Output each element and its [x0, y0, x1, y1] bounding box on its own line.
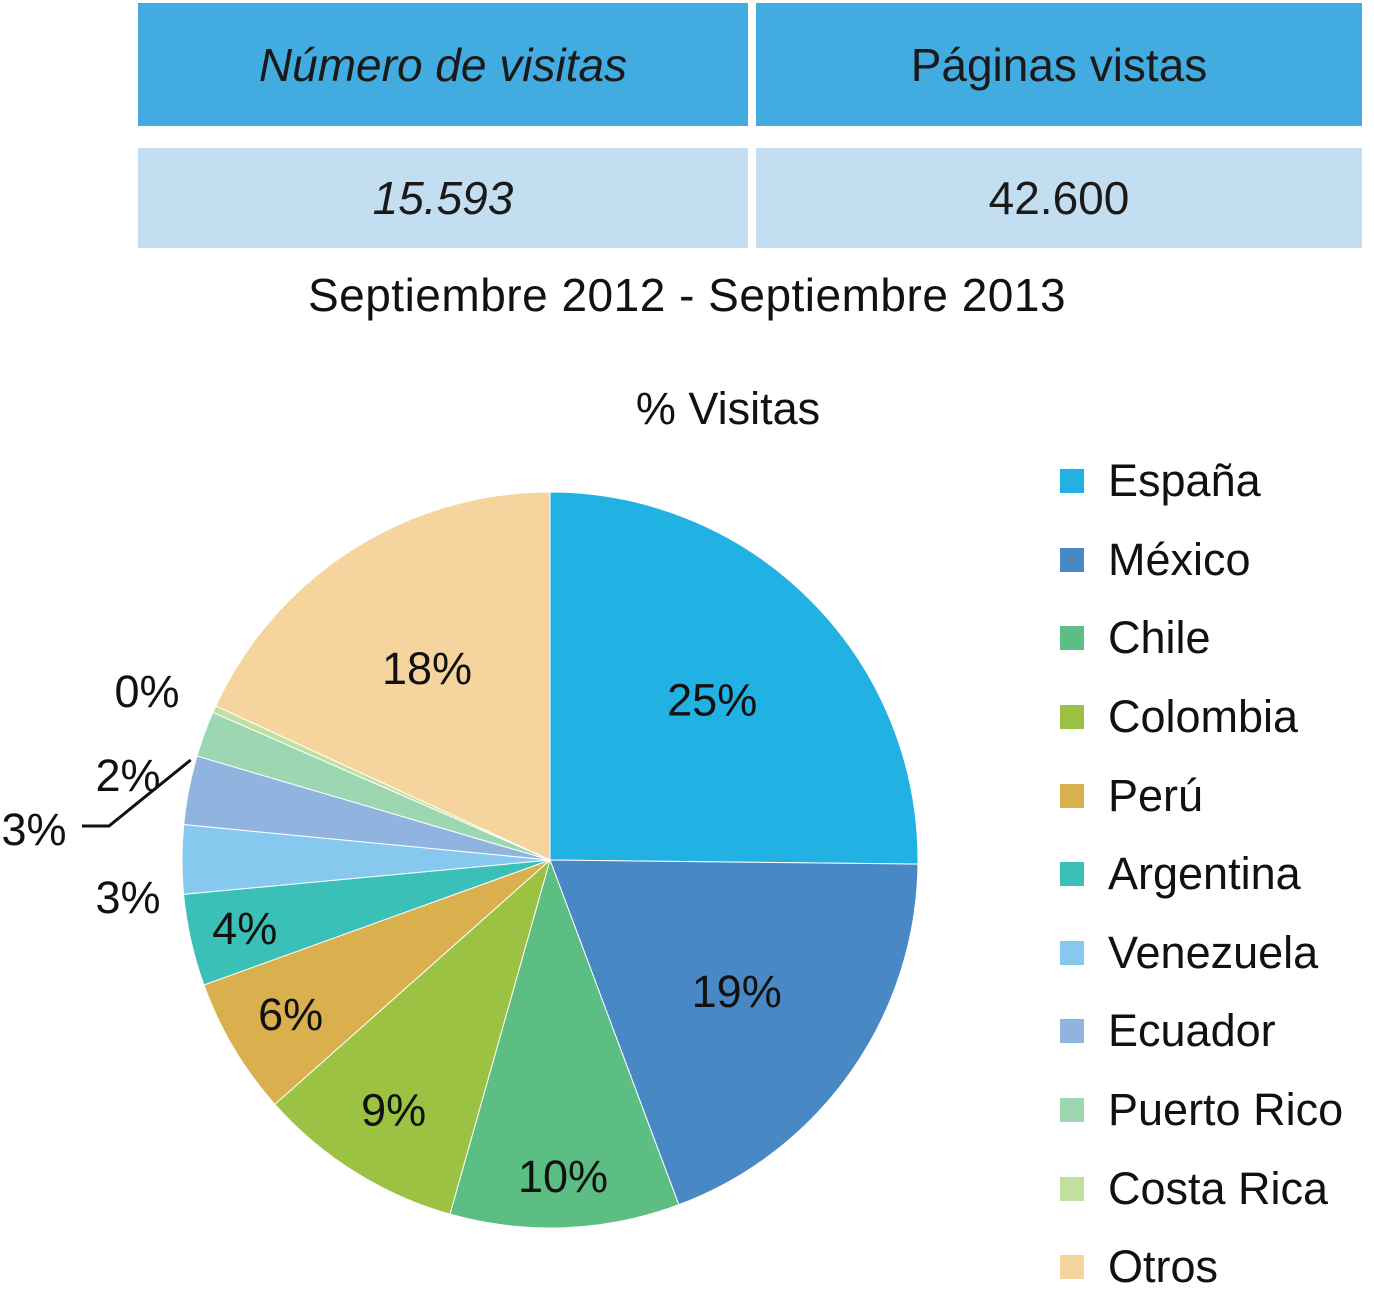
visits-value: 15.593 [372, 172, 514, 224]
slice-label-venezuela: 3% [95, 872, 160, 923]
legend-swatch [1060, 1098, 1084, 1123]
pageviews-value-cell: 42.600 [756, 148, 1362, 248]
legend-swatch [1060, 1176, 1084, 1201]
legend-swatch [1060, 940, 1084, 965]
legend-item-venezuela: Venezuela [1060, 914, 1370, 993]
pageviews-header-label: Páginas vistas [910, 38, 1208, 91]
legend-label: España [1108, 455, 1261, 507]
legend-swatch [1060, 469, 1084, 494]
slice-label-argentina: 4% [212, 903, 277, 954]
pageviews-header-cell: Páginas vistas [756, 3, 1362, 126]
period-label: Septiembre 2012 - Septiembre 2013 [307, 269, 1067, 321]
pie-slice-chile [449, 858, 680, 1229]
legend-label: Otros [1108, 1241, 1219, 1293]
legend-swatch [1060, 783, 1084, 808]
legend-swatch [1060, 626, 1084, 651]
legend-label: Ecuador [1108, 1005, 1276, 1057]
pie-slice-colombia [274, 858, 551, 1215]
legend-swatch [1060, 1255, 1084, 1280]
visits-value-cell: 15.593 [138, 148, 748, 248]
legend-item-argentina: Argentina [1060, 835, 1370, 914]
legend-item-costa-rica: Costa Rica [1060, 1149, 1370, 1228]
slice-label-mexico: 19% [692, 966, 782, 1017]
legend-label: Perú [1108, 769, 1204, 821]
leader-line-ecuador [82, 758, 192, 828]
legend-swatch [1060, 862, 1084, 887]
legend-item-puerto-rico: Puerto Rico [1060, 1071, 1370, 1150]
stats-table: Número de visitas Páginas vistas 15.593 … [138, 3, 1362, 248]
pie-slices [181, 491, 919, 1229]
legend-item-peru: Perú [1060, 756, 1370, 835]
legend-item-espana: España [1060, 442, 1370, 521]
chart-title: % Visitas [636, 383, 820, 434]
slice-label-costa-rica: 0% [114, 666, 179, 717]
legend-label: Chile [1108, 612, 1211, 664]
legend-label: Argentina [1108, 848, 1301, 900]
visits-header-cell: Número de visitas [138, 3, 748, 126]
legend-item-colombia: Colombia [1060, 678, 1370, 757]
pie-slice-otros [215, 491, 551, 861]
legend-item-mexico: México [1060, 521, 1370, 600]
pie-slice-espana [549, 491, 919, 865]
legend-label: México [1108, 533, 1251, 585]
slice-label-ecuador: 3% [1, 804, 66, 855]
slice-label-espana: 25% [667, 675, 757, 726]
pie-slice-peru [203, 859, 551, 1106]
slice-label-otros: 18% [382, 643, 472, 694]
slice-label-colombia: 9% [361, 1084, 426, 1135]
legend-label: Costa Rica [1108, 1162, 1329, 1214]
chart-legend: España México Chile Colombia Perú Argentina Ve… [1060, 442, 1370, 1307]
slice-label-chile: 10% [518, 1151, 608, 1202]
legend-item-chile: Chile [1060, 599, 1370, 678]
legend-swatch [1060, 1019, 1084, 1044]
legend-label: Puerto Rico [1108, 1084, 1344, 1136]
legend-item-ecuador: Ecuador [1060, 992, 1370, 1071]
legend-label: Colombia [1108, 691, 1299, 743]
visits-header-label: Número de visitas [258, 38, 628, 91]
pageviews-value: 42.600 [988, 172, 1130, 224]
leader-lines [82, 758, 192, 828]
legend-item-otros: Otros [1060, 1228, 1370, 1307]
slice-label-puerto-rico: 2% [95, 750, 160, 801]
slice-labels: 25% 19% 10% 9% 6% 4% 3% 3% 2% 0% 18% [1, 643, 781, 1202]
legend-swatch [1060, 547, 1084, 572]
legend-label: Venezuela [1108, 926, 1319, 978]
pie-slice-mexico [549, 859, 919, 1206]
slice-label-peru: 6% [258, 989, 323, 1040]
legend-swatch [1060, 705, 1084, 730]
